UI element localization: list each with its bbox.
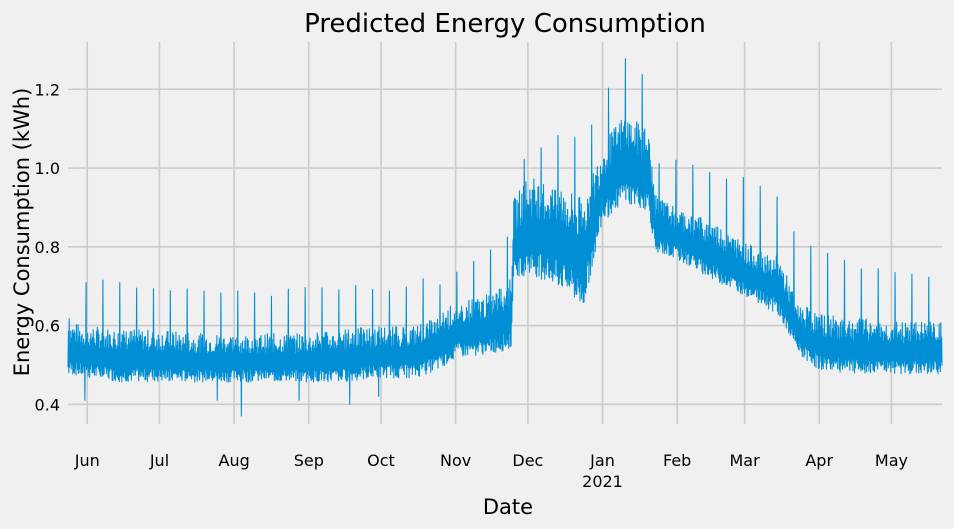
x-tick-label: Jan: [589, 451, 615, 470]
x-tick-label: Nov: [440, 451, 471, 470]
x-tick-label: Jun: [74, 451, 100, 470]
energy-series-line: [67, 58, 943, 417]
x-tick-label: Sep: [294, 451, 324, 470]
y-tick-label: 1.2: [35, 80, 60, 99]
x-tick-label: Apr: [805, 451, 833, 470]
series-layer: [67, 58, 943, 417]
x-tick-label: Mar: [729, 451, 760, 470]
y-tick-label: 0.4: [35, 395, 60, 414]
x-tick-label: May: [875, 451, 908, 470]
y-tick-label: 0.6: [35, 317, 60, 336]
x-tick-label: Dec: [512, 451, 543, 470]
y-axis-title: Energy Consumption (kWh): [10, 88, 34, 377]
chart-title: Predicted Energy Consumption: [304, 9, 706, 39]
x-tick-label: Oct: [367, 451, 395, 470]
x-tick-label: Jul: [149, 451, 169, 470]
x-axis-title: Date: [483, 495, 533, 519]
y-axis-ticks: 0.4 0.6 0.8 1.0 1.2: [35, 80, 60, 414]
y-tick-label: 1.0: [35, 159, 60, 178]
y-tick-label: 0.8: [35, 238, 60, 257]
x-tick-label: Feb: [663, 451, 691, 470]
x-tick-label: Aug: [219, 451, 250, 470]
x-tick-sublabel: 2021: [582, 472, 623, 491]
x-axis-ticks: Jun Jul Aug Sep Oct Nov Dec Jan 2021 Feb Mar Apr May: [74, 451, 908, 491]
